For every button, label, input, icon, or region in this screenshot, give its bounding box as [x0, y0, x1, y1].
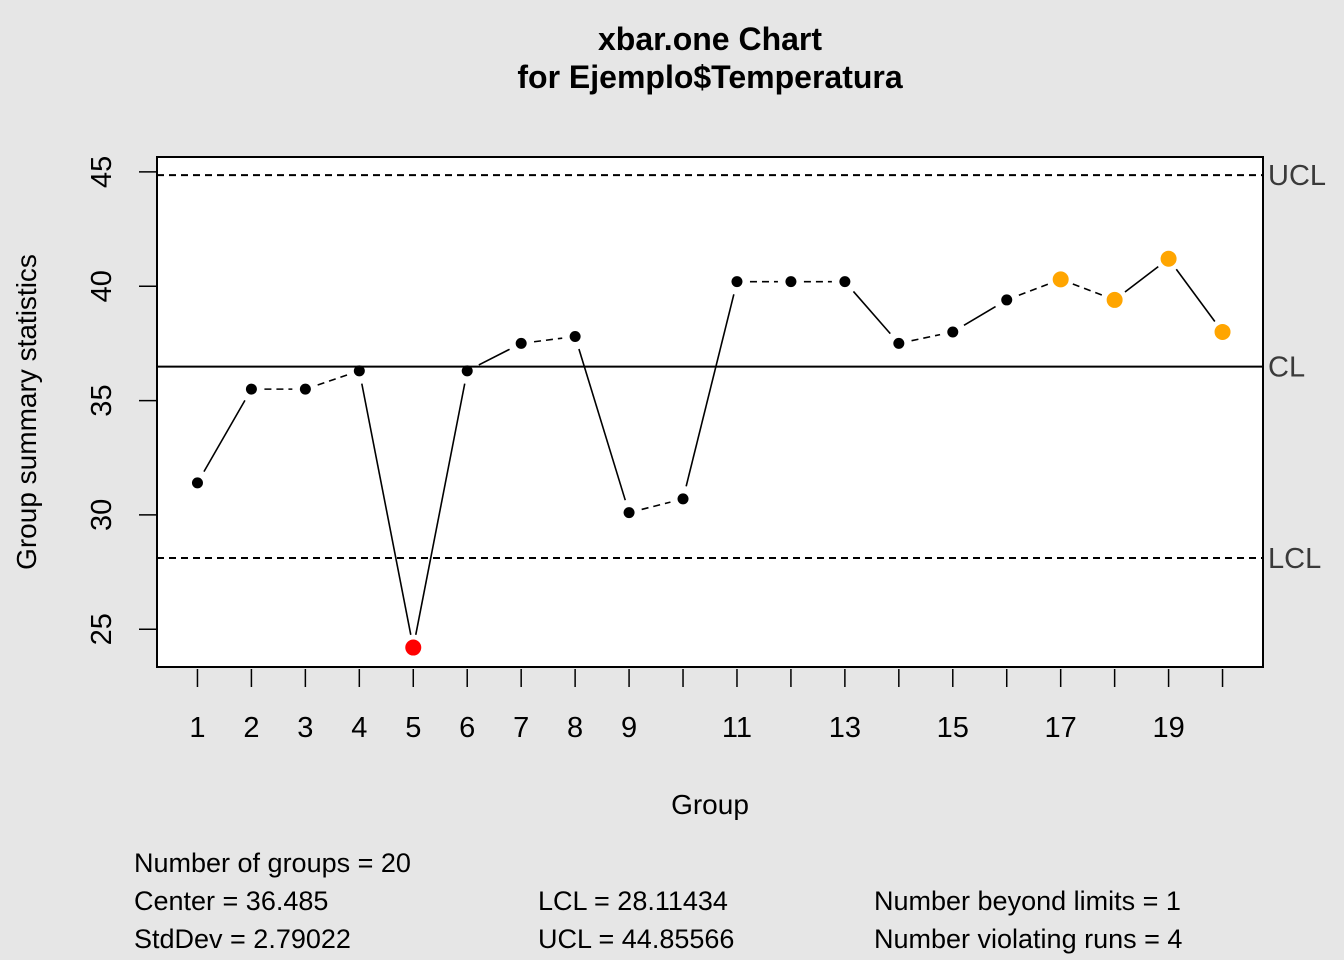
- data-point-normal: [893, 337, 905, 349]
- series-segment: [685, 294, 735, 487]
- data-point-violating: [1106, 291, 1123, 308]
- series-segment: [414, 383, 466, 635]
- data-point-normal: [947, 326, 959, 338]
- data-point-normal: [785, 276, 797, 288]
- x-tick-label: 4: [351, 712, 367, 744]
- data-point-normal: [461, 365, 473, 377]
- series-segment: [1072, 283, 1103, 297]
- x-tick-label: 1: [189, 712, 205, 744]
- data-point-normal: [299, 383, 311, 395]
- data-point-violating: [1214, 323, 1231, 340]
- series-segment: [1175, 268, 1216, 322]
- stat-num-groups: Number of groups = 20: [134, 848, 411, 878]
- stats-col-2: LCL = 28.11434 UCL = 44.85566: [538, 882, 734, 958]
- data-point-normal: [191, 477, 203, 489]
- series-segment: [641, 501, 671, 511]
- cl-label: CL: [1268, 352, 1305, 384]
- data-point-normal: [245, 383, 257, 395]
- data-point-normal: [731, 276, 743, 288]
- data-point-normal: [515, 337, 527, 349]
- x-tick-label: 8: [567, 712, 583, 744]
- stats-col-1: Number of groups = 20 Center = 36.485 St…: [134, 844, 411, 958]
- stat-lcl: LCL = 28.11434: [538, 886, 728, 916]
- data-point-violating: [1052, 271, 1069, 288]
- y-tick-label: 40: [86, 270, 118, 302]
- x-tick-label: 19: [1152, 712, 1184, 744]
- plot-area: [156, 156, 1264, 668]
- data-point-beyond: [405, 639, 422, 656]
- x-tick-label: 7: [513, 712, 529, 744]
- y-tick-label: 35: [86, 384, 118, 416]
- ucl-label: UCL: [1268, 160, 1326, 192]
- x-tick-label: 11: [722, 712, 752, 744]
- data-point-normal: [839, 276, 851, 288]
- chart-subtitle: for Ejemplo$Temperatura: [517, 59, 902, 95]
- x-tick-label: 5: [405, 712, 421, 744]
- data-point-normal: [623, 507, 635, 519]
- x-tick-label: 2: [243, 712, 259, 744]
- series-segment: [203, 399, 246, 473]
- data-point-violating: [1160, 250, 1177, 267]
- y-tick-label: 30: [86, 499, 118, 531]
- series-segment: [911, 333, 941, 342]
- x-tick-label: 13: [829, 712, 861, 744]
- data-point-normal: [569, 331, 581, 343]
- series-segment: [578, 348, 627, 501]
- stat-beyond: Number beyond limits = 1: [874, 886, 1181, 916]
- y-tick-label: 45: [86, 156, 118, 188]
- stat-violating: Number violating runs = 4: [874, 924, 1183, 954]
- series-segment: [361, 383, 412, 635]
- x-tick-label: 9: [621, 712, 637, 744]
- series-segment: [1124, 266, 1159, 293]
- stat-ucl: UCL = 44.85566: [538, 924, 735, 954]
- chart-title: xbar.one Chart: [598, 21, 822, 57]
- series-segment: [317, 374, 348, 386]
- x-axis-label: Group: [671, 789, 749, 820]
- stats-col-3: Number beyond limits = 1 Number violatin…: [874, 882, 1182, 958]
- data-point-normal: [1001, 294, 1013, 306]
- data-point-normal: [353, 365, 365, 377]
- series-segment: [1018, 283, 1049, 297]
- series-segment: [478, 348, 510, 366]
- series-segment: [852, 290, 891, 335]
- series-segment: [963, 305, 996, 327]
- x-tick-label: 17: [1045, 712, 1077, 744]
- y-axis-label: Group summary statistics: [11, 254, 42, 570]
- stat-stddev: StdDev = 2.79022: [134, 924, 351, 954]
- x-tick-label: 6: [459, 712, 475, 744]
- x-tick-label: 3: [297, 712, 313, 744]
- series-segment: [533, 337, 563, 343]
- x-tick-label: 15: [937, 712, 969, 744]
- data-point-normal: [677, 493, 689, 505]
- lcl-label: LCL: [1268, 543, 1321, 575]
- y-tick-label: 25: [86, 613, 118, 645]
- stat-center: Center = 36.485: [134, 886, 329, 916]
